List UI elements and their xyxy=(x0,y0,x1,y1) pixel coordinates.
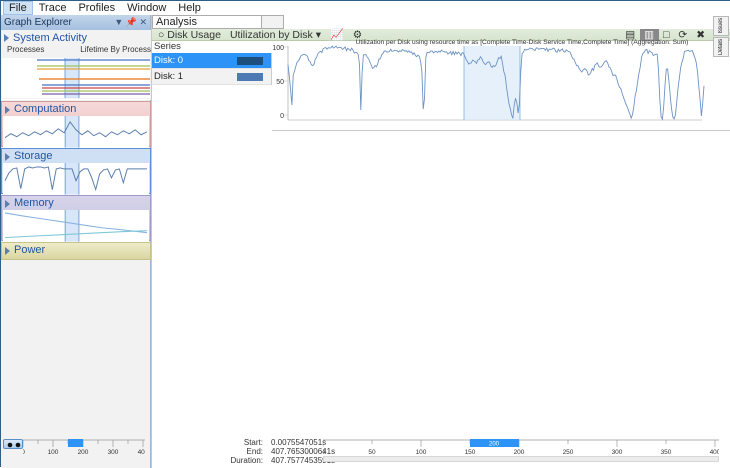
svg-text:150: 150 xyxy=(465,449,476,456)
svg-text:200: 200 xyxy=(514,449,525,456)
svg-text:0: 0 xyxy=(280,113,284,120)
svg-text:100: 100 xyxy=(272,45,284,52)
svg-text:50: 50 xyxy=(368,449,376,456)
svg-text:250: 250 xyxy=(563,449,574,456)
svg-text:200: 200 xyxy=(78,449,89,456)
svg-text:400: 400 xyxy=(138,449,145,456)
svg-text:0: 0 xyxy=(23,449,25,456)
svg-text:50: 50 xyxy=(276,79,284,86)
svg-text:200: 200 xyxy=(489,442,500,448)
svg-text:300: 300 xyxy=(612,449,623,456)
svg-text:350: 350 xyxy=(661,449,672,456)
svg-text:400: 400 xyxy=(710,449,719,456)
svg-text:300: 300 xyxy=(108,449,119,456)
svg-text:100: 100 xyxy=(48,449,59,456)
svg-text:100: 100 xyxy=(416,449,427,456)
svg-text:0: 0 xyxy=(323,449,325,456)
